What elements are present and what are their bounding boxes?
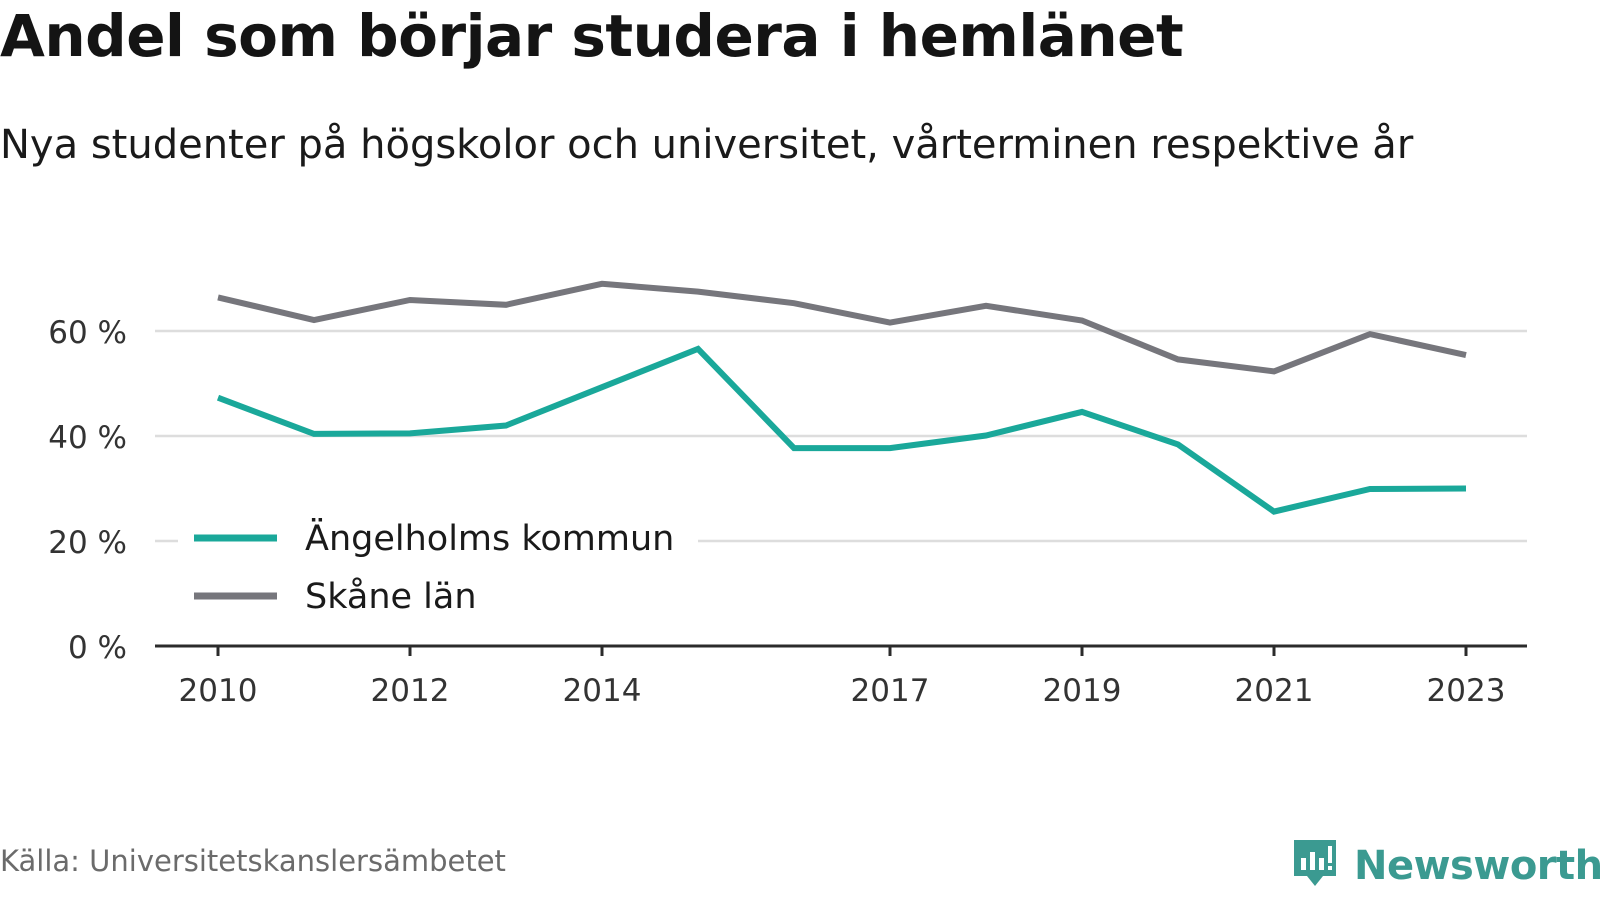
data-point <box>311 431 317 437</box>
legend-background <box>178 498 698 622</box>
legend-label: Skåne län <box>305 576 477 617</box>
data-point <box>1367 331 1373 337</box>
data-point <box>503 423 509 429</box>
data-point <box>599 281 605 287</box>
brand-logo: Newsworthy <box>1290 836 1600 896</box>
data-point <box>887 445 893 451</box>
chart-subtitle: Nya studenter på högskolor och universit… <box>0 122 1414 168</box>
data-point <box>983 303 989 309</box>
x-tick-label: 2017 <box>851 673 930 709</box>
newsworthy-logo-icon <box>1294 840 1336 886</box>
data-point <box>311 317 317 323</box>
x-tick-label: 2014 <box>563 673 642 709</box>
x-tick-label: 2010 <box>179 673 258 709</box>
x-tick-label: 2012 <box>371 673 450 709</box>
brand-name: Newsworthy <box>1354 843 1600 889</box>
y-tick-label: 40 % <box>48 420 127 456</box>
legend-label: Ängelholms kommun <box>305 517 674 559</box>
data-point <box>791 300 797 306</box>
data-point <box>695 346 701 352</box>
y-tick-label: 60 % <box>48 315 127 351</box>
data-point <box>887 320 893 326</box>
x-tick-label: 2023 <box>1427 673 1506 709</box>
data-point <box>983 432 989 438</box>
data-point <box>215 294 221 300</box>
y-tick-label: 0 % <box>68 630 127 666</box>
series-line <box>216 345 1467 515</box>
x-tick-label: 2021 <box>1235 673 1314 709</box>
data-point <box>1271 368 1277 374</box>
data-point <box>1175 441 1181 447</box>
data-point <box>1079 318 1085 324</box>
y-tick-label: 20 % <box>48 525 127 561</box>
series-line <box>217 280 1467 375</box>
chart-title: Andel som börjar studera i hemlänet <box>0 2 1184 70</box>
data-point <box>215 395 221 401</box>
data-point <box>1463 486 1469 492</box>
data-point <box>1271 509 1277 515</box>
data-point <box>1463 352 1469 358</box>
data-point <box>1079 409 1085 415</box>
data-point <box>791 445 797 451</box>
data-point <box>407 430 413 436</box>
data-point <box>503 302 509 308</box>
data-point <box>599 384 605 390</box>
source-note: Källa: Universitetskanslersämbetet <box>0 844 506 878</box>
data-point <box>1367 486 1373 492</box>
data-point <box>695 289 701 295</box>
data-point <box>407 297 413 303</box>
data-point <box>1175 356 1181 362</box>
x-tick-label: 2019 <box>1043 673 1122 709</box>
